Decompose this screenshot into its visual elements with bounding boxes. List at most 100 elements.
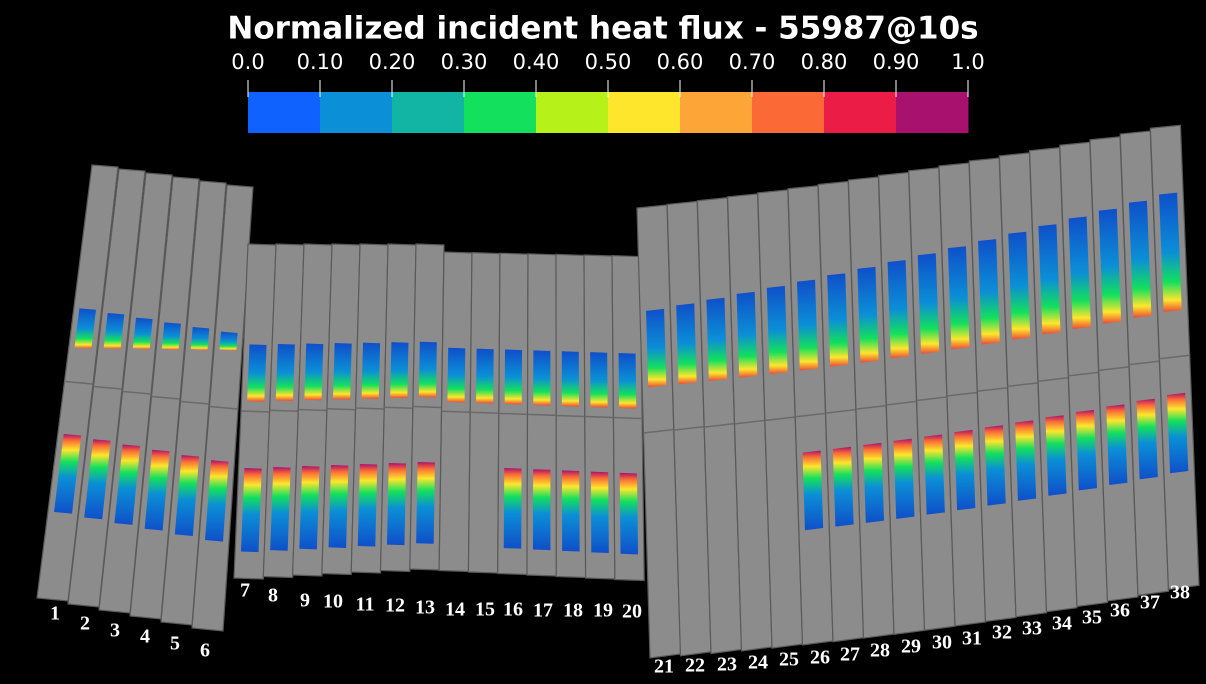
tile-seam [240,410,270,413]
tile-seam [1098,366,1130,372]
tiles [36,124,1200,659]
tile-seam [613,416,643,420]
tile-seam [384,406,413,409]
heat-patch [54,433,82,514]
heat-patch [947,246,970,350]
tile-label: 37 [1140,592,1160,614]
heat-patch [887,260,909,359]
tile-label: 36 [1110,600,1130,622]
tile-seam [946,391,978,397]
colorbar-label: 0.10 [297,50,344,74]
heat-patch [132,317,153,350]
heat-patch [328,464,349,548]
colorbar-label: 0.70 [729,50,776,74]
heat-patch [219,331,238,351]
tile-seam [886,400,917,406]
tile-label: 26 [810,647,830,669]
tile-label: 23 [717,654,737,676]
tile-seam [412,405,442,409]
heat-patch [174,454,200,537]
tile-label: 22 [685,655,705,677]
tile-label: 2 [80,613,90,635]
tile-label: 14 [445,599,465,621]
heat-patch [1166,392,1189,474]
tile-seam [1007,382,1039,388]
heat-patch [1136,398,1158,480]
heat-patch [84,439,111,520]
colorbar-segment [608,92,681,133]
tile-seam [855,404,887,410]
heat-patch [304,343,324,401]
tile-label: 3 [110,620,120,642]
tile-label: 38 [1170,582,1190,604]
heat-patch [917,253,940,354]
tile-label: 28 [870,640,890,662]
heat-patch [1075,409,1097,491]
tile-label: 24 [748,652,768,674]
heat-patch [161,322,181,351]
tile-label: 9 [300,590,310,612]
tile-label: 31 [962,628,982,650]
tile-label: 33 [1022,618,1042,640]
tile-seam [764,416,796,422]
tile-label: 27 [840,644,860,666]
heat-patch [1068,216,1091,330]
colorbar-segment [896,92,969,133]
colorbar-label: 0.60 [657,50,704,74]
heat-patch [857,266,879,363]
tile-label: 29 [901,636,921,658]
heat-patch [646,308,667,388]
heat-patch [893,438,915,519]
heat-patch [1008,231,1031,340]
heat-patch [1045,415,1067,496]
heat-patch [619,472,639,555]
tile-seam [556,414,585,418]
tile-seam [704,422,735,428]
colorbar-segment [752,92,825,133]
tile-seam [93,385,123,390]
heat-patch [144,449,170,531]
heat-patch [114,444,141,525]
tile-seam [916,396,947,402]
heat-patch [706,297,727,382]
heat-patch [74,308,96,349]
heat-patch [390,342,409,399]
tile-label: 35 [1082,607,1102,629]
tile-seam [355,407,385,410]
colorbar-label: 0.40 [513,50,560,74]
colorbar-label: 0.90 [873,50,920,74]
tile-seam [643,428,674,434]
colorbar-label: 0.0 [231,50,264,74]
tile-label: 21 [654,656,674,678]
heat-patch [978,239,1000,345]
tile-label: 4 [140,626,150,648]
tile-label: 15 [475,599,495,621]
colorbar: 0.0 0.10 0.20 0.30 0.40 0.50 0.60 0.70 0.80 0.90 1… [231,50,985,133]
colorbar-segment [320,92,393,133]
tile-seam [151,395,181,400]
tile-seam [298,408,327,412]
heat-patch [240,467,262,553]
heat-patch [270,466,291,551]
tile-label: 25 [779,649,799,671]
colorbar-label: 0.80 [801,50,848,74]
heat-patch [561,470,580,552]
tile-seam [1068,371,1099,377]
tile-label: 17 [533,600,553,622]
heat-patch [275,343,295,402]
heat-patch [247,344,267,402]
colorbar-segment [392,92,465,133]
tile-label: 18 [563,600,583,622]
tile-seam [527,413,557,417]
tile-seam [977,387,1008,393]
tile-label: 7 [240,580,250,602]
tile-seam [1159,354,1190,360]
heat-patch [863,442,885,523]
heat-patch [533,350,551,406]
heat-patch [299,465,320,550]
heat-patch [590,352,608,408]
tile-seam [1037,376,1069,382]
heat-patch [923,434,945,515]
tile-seam [673,425,705,431]
heat-patch [590,471,609,553]
